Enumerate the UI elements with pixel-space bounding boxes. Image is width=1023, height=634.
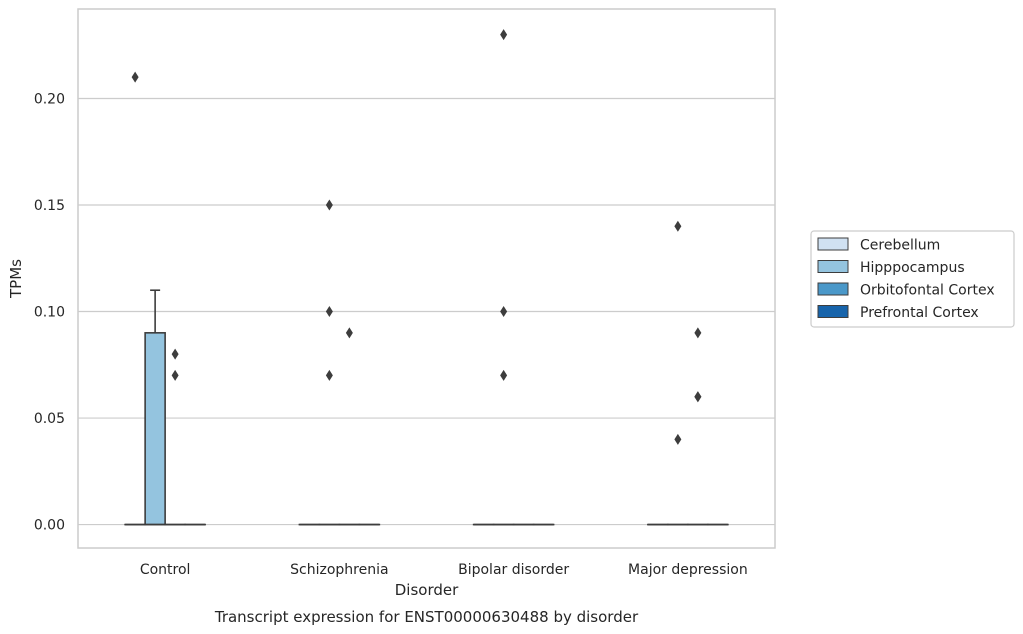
outlier-marker [674, 220, 682, 232]
outlier-marker [171, 369, 179, 381]
y-tick-label: 0.00 [34, 518, 65, 534]
outlier-marker [500, 29, 508, 41]
outlier-marker [131, 71, 139, 83]
outlier-marker [345, 327, 353, 339]
y-tick-label: 0.10 [34, 305, 65, 321]
y-axis-label: TPMs [7, 259, 25, 299]
legend-label: Orbitofontal Cortex [860, 283, 995, 299]
x-tick-label: Schizophrenia [290, 562, 388, 578]
y-tick-label: 0.05 [34, 411, 65, 427]
outlier-marker [694, 327, 702, 339]
outlier-marker [674, 433, 682, 445]
legend-swatch [817, 305, 849, 318]
outlier-marker [500, 306, 508, 318]
legend-label: Cerebellum [860, 238, 940, 254]
x-tick-label: Major depression [628, 562, 748, 578]
legend-swatch [817, 237, 849, 251]
outlier-markers [131, 29, 702, 445]
box [144, 332, 166, 526]
legend-swatch [817, 260, 849, 273]
legend-label: Prefrontal Cortex [860, 305, 979, 321]
outlier-marker [171, 348, 179, 360]
outlier-marker [325, 306, 333, 318]
plot-frame [77, 8, 776, 549]
box-plot-boxes [124, 289, 729, 526]
legend-swatch [817, 282, 849, 296]
legend-frame [810, 230, 1015, 328]
outlier-marker [325, 369, 333, 381]
x-axis-label: Disorder [395, 581, 459, 599]
grid-lines [78, 97, 775, 526]
y-tick-label: 0.15 [34, 198, 65, 214]
x-tick-label: Bipolar disorder [458, 562, 569, 578]
x-tick-labels: Control Schizophrenia Bipolar disorder Majo… [140, 562, 748, 578]
x-tick-label: Control [140, 562, 191, 578]
y-tick-labels: 0.00 0.05 0.10 0.15 0.20 [34, 91, 65, 533]
outlier-marker [325, 199, 333, 211]
legend-label: Hipppocampus [860, 260, 965, 276]
y-tick-label: 0.20 [34, 91, 65, 107]
outlier-marker [694, 391, 702, 403]
legend: Cerebellum Hipppocampus Orbitofontal Corte… [810, 230, 1015, 328]
outlier-marker [500, 369, 508, 381]
chart-caption: Transcript expression for ENST0000063048… [214, 608, 639, 626]
